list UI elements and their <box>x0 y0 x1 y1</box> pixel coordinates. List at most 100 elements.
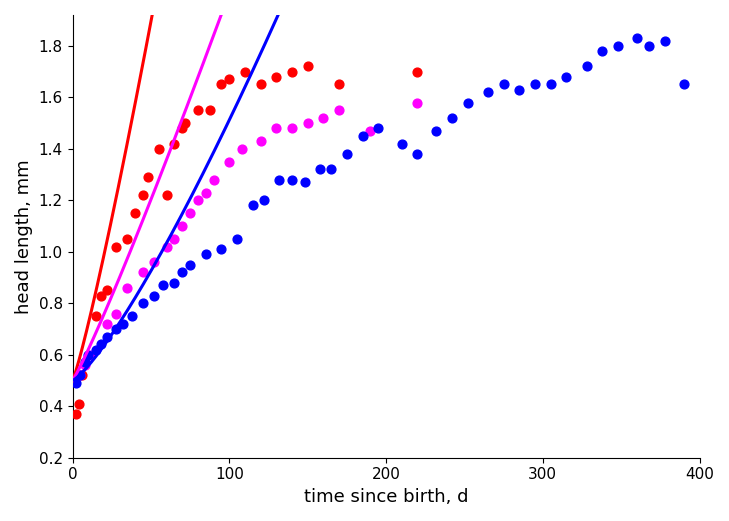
Point <box>216 80 227 89</box>
Point <box>176 222 188 230</box>
Point <box>85 351 97 359</box>
Point <box>73 400 85 408</box>
Point <box>273 176 285 184</box>
Point <box>659 36 671 45</box>
Point <box>581 63 593 71</box>
Point <box>95 340 106 349</box>
Point <box>258 196 270 205</box>
Point <box>70 410 82 418</box>
Point <box>236 145 248 153</box>
Point <box>82 351 94 359</box>
Point <box>122 283 133 292</box>
Point <box>412 67 424 76</box>
Point <box>184 260 196 269</box>
Point <box>79 358 91 367</box>
Point <box>95 291 106 300</box>
Point <box>631 34 643 42</box>
Point <box>302 63 313 71</box>
Point <box>498 80 510 89</box>
Point <box>79 361 91 369</box>
Point <box>430 127 442 135</box>
Point <box>101 320 113 328</box>
Point <box>678 80 690 89</box>
Point <box>205 106 217 115</box>
Point <box>192 106 204 115</box>
Point <box>299 178 311 187</box>
Point <box>153 145 165 153</box>
Point <box>137 299 149 307</box>
Point <box>224 75 235 83</box>
Point <box>286 67 298 76</box>
Point <box>325 165 337 173</box>
Point <box>255 137 267 145</box>
Point <box>396 140 408 148</box>
Point <box>101 286 113 294</box>
Point <box>612 42 624 50</box>
Point <box>168 279 180 287</box>
Point <box>446 114 458 122</box>
X-axis label: time since birth, d: time since birth, d <box>304 488 468 506</box>
Point <box>596 47 608 55</box>
Point <box>302 119 313 127</box>
Point <box>644 42 655 50</box>
Point <box>122 235 133 243</box>
Point <box>200 189 211 197</box>
Point <box>341 150 353 158</box>
Point <box>76 371 87 379</box>
Point <box>111 325 122 333</box>
Point <box>200 250 211 258</box>
Point <box>130 209 141 217</box>
Point <box>137 268 149 277</box>
Point <box>176 124 188 132</box>
Point <box>529 80 541 89</box>
Point <box>356 132 368 140</box>
Point <box>148 291 160 300</box>
Point <box>168 235 180 243</box>
Point <box>101 332 113 341</box>
Point <box>318 114 330 122</box>
Point <box>117 320 128 328</box>
Point <box>126 312 138 320</box>
Point <box>270 124 282 132</box>
Point <box>157 281 169 290</box>
Point <box>137 191 149 200</box>
Point <box>184 209 196 217</box>
Point <box>208 176 219 184</box>
Point <box>412 150 424 158</box>
Point <box>161 242 173 251</box>
Y-axis label: head length, mm: head length, mm <box>15 159 33 314</box>
Point <box>314 165 326 173</box>
Point <box>179 119 191 127</box>
Point <box>561 72 572 81</box>
Point <box>364 127 376 135</box>
Point <box>333 106 345 115</box>
Point <box>412 98 424 107</box>
Point <box>270 72 282 81</box>
Point <box>192 196 204 205</box>
Point <box>168 140 180 148</box>
Point <box>461 98 473 107</box>
Point <box>216 245 227 253</box>
Point <box>224 157 235 166</box>
Point <box>74 371 86 379</box>
Point <box>74 371 86 379</box>
Point <box>176 268 188 277</box>
Point <box>231 235 243 243</box>
Point <box>373 124 384 132</box>
Point <box>513 85 525 94</box>
Point <box>255 80 267 89</box>
Point <box>286 176 298 184</box>
Point <box>70 379 82 387</box>
Point <box>111 309 122 318</box>
Point <box>286 124 298 132</box>
Point <box>333 80 345 89</box>
Point <box>482 88 494 96</box>
Point <box>142 173 154 181</box>
Point <box>148 258 160 266</box>
Point <box>247 201 259 209</box>
Point <box>239 67 251 76</box>
Point <box>161 191 173 200</box>
Point <box>545 80 556 89</box>
Point <box>90 345 102 354</box>
Point <box>90 312 102 320</box>
